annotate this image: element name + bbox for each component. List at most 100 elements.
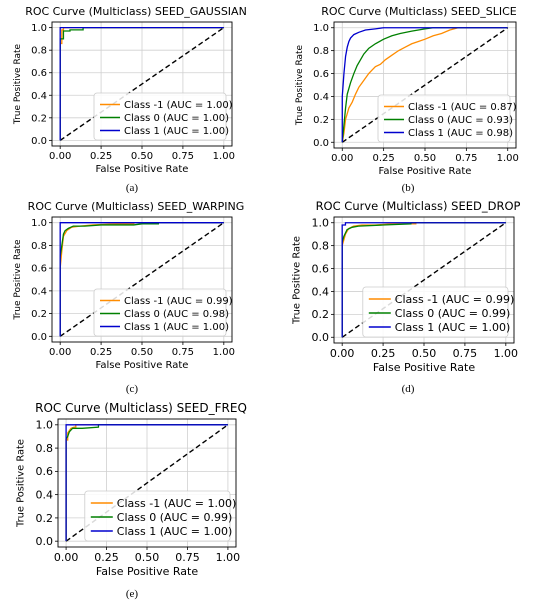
y-tick-label: 0.4 — [31, 91, 47, 102]
x-tick-label: 0.75 — [172, 151, 194, 162]
x-tick-label: 1.00 — [213, 347, 235, 358]
legend: Class -1 (AUC = 0.99) Class 0 (AUC = 0.98… — [93, 288, 233, 337]
roc-chart: ROC Curve (Multiclass) SEED_GAUSSIAN 0.00… — [13, 5, 247, 175]
legend-entry: Class -1 (AUC = 0.99) — [124, 296, 233, 307]
legend: Class -1 (AUC = 0.87) Class 0 (AUC = 0.93… — [377, 94, 517, 143]
chart-title: ROC Curve (Multiclass) SEED_SLICE — [321, 5, 517, 18]
y-tick-label: 0.2 — [313, 115, 329, 126]
legend-box — [377, 94, 511, 143]
x-tick-label: 0.25 — [94, 551, 119, 564]
x-tick-label: 1.00 — [216, 551, 241, 564]
x-tick-label: 0.00 — [49, 151, 71, 162]
y-tick-label: 0.6 — [31, 68, 47, 79]
chance-diagonal-line — [59, 222, 225, 337]
roc-series-line — [65, 424, 228, 542]
panel-caption: (b) — [401, 182, 415, 194]
roc-series-line — [59, 222, 224, 337]
y-tick-label: 0.2 — [36, 512, 54, 525]
x-axis-label: False Positive Rate — [379, 166, 472, 177]
legend-box — [84, 490, 231, 542]
y-tick-label: 0.8 — [312, 239, 330, 252]
y-tick-label: 1.0 — [312, 217, 330, 230]
y-tick-label: 1.0 — [36, 419, 54, 432]
roc-chart: ROC Curve (Multiclass) SEED_FREQ 0.00 0.25… — [16, 401, 247, 578]
x-axis-label: False Positive Rate — [96, 360, 189, 371]
y-tick-label: 0.4 — [312, 285, 330, 298]
roc-panel: ROC Curve (Multiclass) SEED_FREQ 0.00 0.25… — [0, 397, 270, 587]
y-tick-label: 0.8 — [36, 442, 54, 455]
legend-entry: Class 1 (AUC = 1.00) — [124, 126, 229, 137]
roc-chart: ROC Curve (Multiclass) SEED_DROP 0.00 0.25… — [292, 199, 521, 374]
y-tick-label: 0.6 — [312, 262, 330, 275]
x-axis-label: False Positive Rate — [96, 164, 189, 175]
roc-panel: ROC Curve (Multiclass) SEED_GAUSSIAN 0.00… — [0, 0, 270, 180]
x-tick-label: 0.25 — [371, 347, 396, 360]
x-tick-label: 0.75 — [455, 153, 477, 164]
y-tick-label: 1.0 — [313, 23, 329, 34]
x-tick-label: 0.00 — [49, 347, 71, 358]
x-tick-label: 0.75 — [453, 347, 478, 360]
legend-entry: Class 0 (AUC = 1.00) — [124, 113, 229, 124]
legend-entry: Class -1 (AUC = 1.00) — [117, 497, 236, 510]
y-tick-label: 0.0 — [31, 332, 47, 343]
panel-caption: (c) — [125, 383, 139, 395]
y-tick-label: 0.4 — [31, 286, 47, 297]
y-tick-label: 0.2 — [312, 308, 330, 321]
roc-panel: ROC Curve (Multiclass) SEED_SLICE 0.00 0.2… — [278, 0, 550, 180]
x-tick-label: 0.25 — [90, 347, 112, 358]
x-axis-label: False Positive Rate — [373, 361, 475, 374]
legend-box — [93, 92, 227, 141]
legend: Class -1 (AUC = 1.00)Class 0 (AUC = 0.99… — [84, 490, 236, 542]
roc-series-line — [59, 26, 224, 141]
legend-entry: Class 0 (AUC = 0.99) — [117, 511, 232, 524]
y-tick-label: 0.8 — [31, 241, 47, 252]
panel-caption: (e) — [125, 588, 139, 600]
chart-title: ROC Curve (Multiclass) SEED_FREQ — [35, 401, 247, 415]
legend-entry: Class -1 (AUC = 0.99) — [395, 293, 514, 306]
x-tick-label: 1.00 — [497, 153, 519, 164]
legend-box — [93, 288, 227, 337]
x-tick-label: 0.25 — [373, 153, 395, 164]
y-axis-label: True Positive Rate — [295, 44, 305, 126]
x-tick-label: 0.50 — [131, 347, 153, 358]
y-tick-label: 0.2 — [31, 309, 47, 320]
y-tick-label: 0.8 — [313, 46, 329, 57]
legend-entry: Class -1 (AUC = 0.87) — [408, 102, 517, 113]
x-tick-label: 0.00 — [54, 551, 79, 564]
legend: Class -1 (AUC = 0.99)Class 0 (AUC = 0.99… — [362, 286, 514, 338]
y-axis-label: True Positive Rate — [292, 236, 303, 325]
y-tick-label: 0.0 — [312, 331, 330, 344]
y-tick-label: 0.0 — [313, 138, 329, 149]
y-tick-label: 0.4 — [36, 488, 54, 501]
x-axis-label: False Positive Rate — [96, 565, 198, 578]
roc-panel: ROC Curve (Multiclass) SEED_WARPING 0.00 0… — [0, 197, 270, 375]
legend-entry: Class 1 (AUC = 1.00) — [124, 322, 229, 333]
legend-entry: Class 1 (AUC = 0.98) — [408, 128, 513, 139]
x-tick-label: 0.00 — [331, 153, 353, 164]
roc-series-line — [341, 222, 506, 338]
x-tick-label: 1.00 — [213, 151, 235, 162]
legend-box — [362, 286, 509, 338]
roc-series-line — [59, 222, 224, 337]
y-tick-label: 0.0 — [36, 535, 54, 548]
x-tick-label: 0.75 — [175, 551, 200, 564]
y-tick-label: 0.4 — [313, 92, 329, 103]
panel-caption: (d) — [401, 383, 415, 395]
x-tick-label: 1.00 — [494, 347, 519, 360]
chance-diagonal-line — [341, 27, 509, 143]
roc-series-line — [341, 27, 508, 143]
y-tick-label: 0.6 — [313, 69, 329, 80]
y-axis-label: True Positive Rate — [16, 439, 27, 528]
roc-series-line — [341, 27, 508, 143]
legend-entry: Class 1 (AUC = 1.00) — [117, 525, 232, 538]
legend-entry: Class 0 (AUC = 0.93) — [408, 115, 513, 126]
x-tick-label: 0.50 — [414, 153, 436, 164]
y-tick-label: 0.6 — [31, 264, 47, 275]
chart-title: ROC Curve (Multiclass) SEED_GAUSSIAN — [25, 5, 247, 18]
panel-caption: (a) — [125, 182, 139, 194]
legend-entry: Class -1 (AUC = 1.00) — [124, 100, 233, 111]
roc-series-line — [341, 27, 508, 143]
legend: Class -1 (AUC = 1.00) Class 0 (AUC = 1.00… — [93, 92, 233, 141]
y-tick-label: 0.2 — [31, 113, 47, 124]
chart-title: ROC Curve (Multiclass) SEED_WARPING — [28, 200, 245, 213]
